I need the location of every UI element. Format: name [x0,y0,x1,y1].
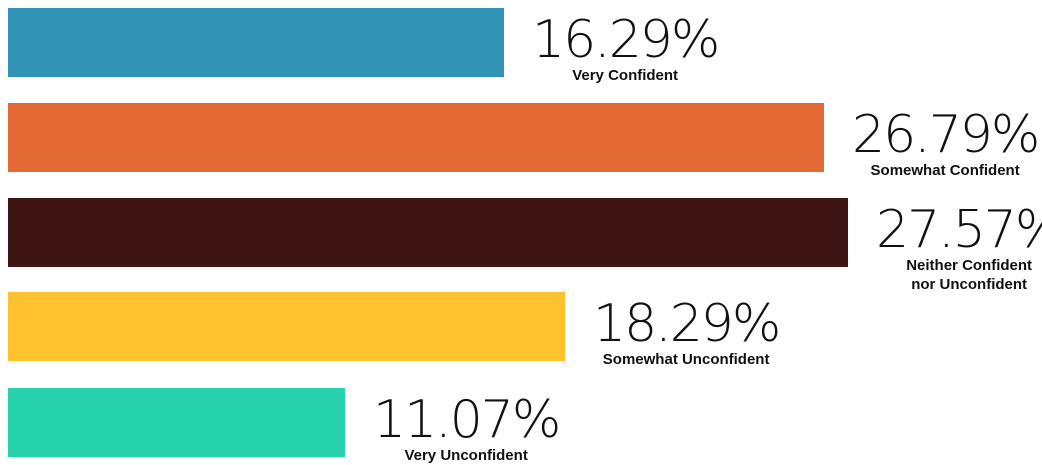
bar-label-2: 26.79% Somewhat Confident [852,105,1040,180]
bar-2 [8,103,824,172]
bar-5 [8,388,345,457]
bar-label-5: 11.07% Very Unconfident [373,390,561,465]
bar-label-1: 16.29% Very Confident [532,10,720,85]
value-label: 27.57% [876,200,1042,260]
value-label: 11.07% [373,390,561,450]
category-label: Somewhat Unconfident [602,351,770,368]
bar-label-4: 18.29% Somewhat Unconfident [593,294,781,369]
bar-4 [8,292,565,361]
bar-3 [8,198,848,267]
category-label: Neither Confident nor Unconfident [906,257,1033,293]
value-label: 26.79% [852,105,1040,165]
category-label: Very Confident [572,67,679,84]
category-label: Very Unconfident [404,447,528,464]
category-label: Somewhat Confident [870,162,1020,179]
bar-1 [8,8,504,77]
value-label: 16.29% [532,10,720,70]
value-label: 18.29% [593,294,781,354]
bar-label-3: 27.57%Neither Confident nor Unconfident [876,204,1042,294]
